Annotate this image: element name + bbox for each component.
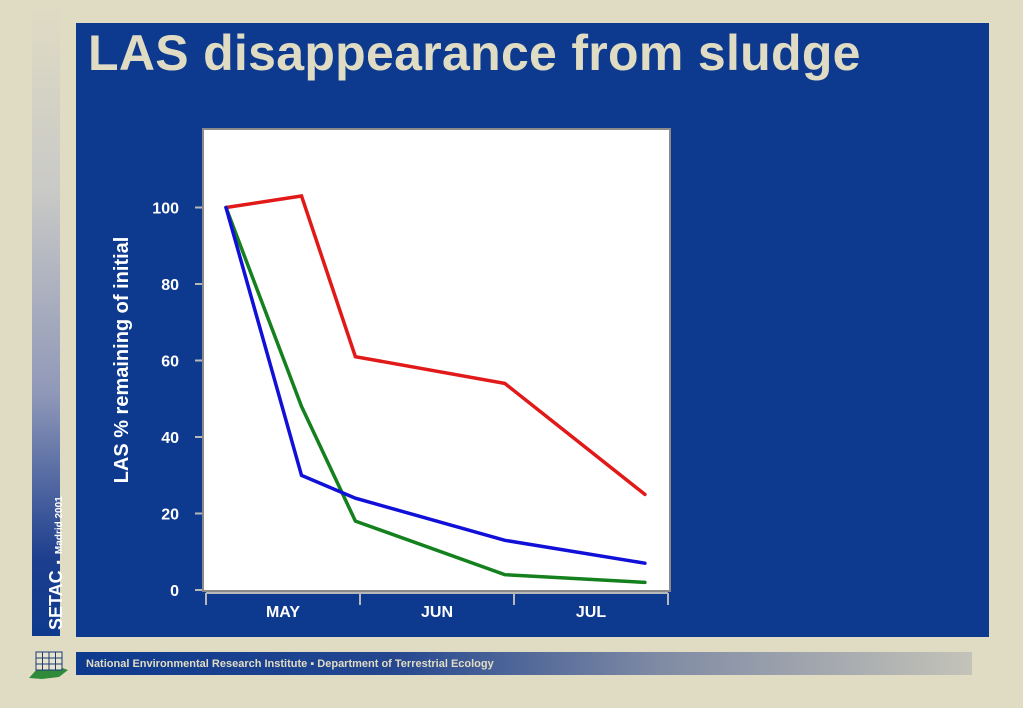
sidebar-strip xyxy=(32,0,60,636)
institute-logo xyxy=(29,651,68,679)
y-tick-label: 40 xyxy=(161,430,179,447)
y-axis-label: LAS % remaining of initial xyxy=(111,237,133,484)
x-category-label: MAY xyxy=(266,604,300,621)
page-title: LAS disappearance from sludge xyxy=(88,25,861,81)
x-category-label: JUL xyxy=(576,604,606,621)
footer-bar: National Environmental Research Institut… xyxy=(76,652,972,675)
y-tick-label: 80 xyxy=(161,277,179,294)
y-tick-label: 0 xyxy=(170,583,179,600)
y-tick-label: 60 xyxy=(161,354,179,371)
y-tick-label: 20 xyxy=(161,507,179,524)
x-category-label: JUN xyxy=(421,604,453,621)
y-tick-label: 100 xyxy=(152,201,179,218)
plot-area xyxy=(202,128,671,592)
series-line-2 xyxy=(224,205,647,585)
series-line-3 xyxy=(224,205,647,565)
footer-text: National Environmental Research Institut… xyxy=(86,657,494,670)
series-line-1 xyxy=(224,194,647,497)
chart-layer: 0 20 40 60 80 100 MAY JUN JUL LAS % remaining of … xyxy=(111,128,671,621)
